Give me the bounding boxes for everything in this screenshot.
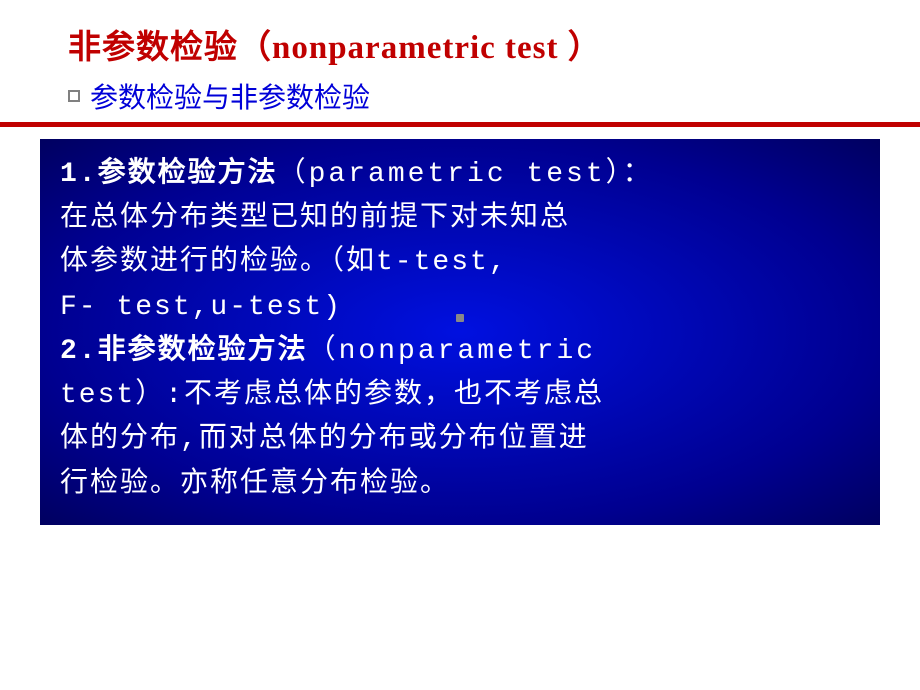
subtitle-text: 参数检验与非参数检验 [90, 76, 370, 116]
item1-number: 1. [60, 159, 98, 190]
item2-number: 2. [60, 336, 98, 367]
item2-line2: 体的分布,而对总体的分布或分布位置进 [60, 424, 589, 455]
item1-paren: （parametric test）： [278, 159, 654, 190]
item1-heading: 参数检验方法 [98, 159, 278, 190]
item2-line1: test）:不考虑总体的参数，也不考虑总 [60, 380, 604, 411]
item2-heading: 非参数检验方法 [98, 336, 308, 367]
divider-line [0, 122, 920, 127]
title-chinese: 非参数检验 [68, 30, 238, 66]
item1-line3: F- test,u-test) [60, 292, 342, 323]
content-box: 1.参数检验方法（parametric test）： 在总体分布类型已知的前提下… [40, 139, 880, 525]
slide-title: 非参数检验（nonparametric test ） [68, 20, 870, 68]
item1-line1: 在总体分布类型已知的前提下对未知总 [60, 203, 570, 234]
item2-paren: （nonparametric [308, 336, 596, 367]
subtitle-row: 参数检验与非参数检验 [68, 76, 870, 116]
slide-container: 非参数检验（nonparametric test ） 参数检验与非参数检验 1.… [0, 0, 920, 690]
title-english: （nonparametric test ） [238, 30, 602, 66]
item2-line3: 行检验。亦称任意分布检验。 [60, 469, 450, 500]
bullet-icon [68, 90, 80, 102]
center-marker [456, 314, 464, 322]
content-text: 1.参数检验方法（parametric test）： 在总体分布类型已知的前提下… [60, 153, 860, 507]
item1-line2: 体参数进行的检验。（如t-test, [60, 247, 508, 278]
